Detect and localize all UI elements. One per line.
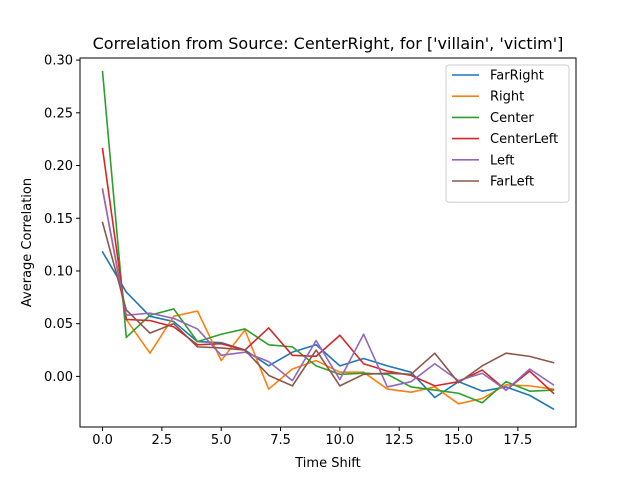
y-tick-label: 0.10: [44, 264, 73, 279]
plot-frame: [79, 57, 577, 428]
legend-label: FarLeft: [490, 175, 534, 190]
legend-label: CenterLeft: [490, 132, 558, 147]
x-tick-label: 15.0: [444, 433, 473, 448]
y-axis-label: Average Correlation: [20, 178, 35, 307]
legend-label: FarRight: [490, 69, 544, 84]
series-line-left: [101, 188, 555, 391]
x-tick-label: 17.5: [503, 433, 532, 448]
y-tick-label: 0.00: [44, 370, 73, 385]
x-axis: 0.0 2.5 5.0 7.5 10.0 12.5 15.0 17.5: [92, 427, 532, 448]
x-axis-label: Time Shift: [294, 456, 361, 471]
y-tick-label: 0.20: [44, 159, 73, 174]
x-tick-label: 2.5: [152, 433, 173, 448]
series-line-farleft: [101, 221, 555, 387]
plot-area: [101, 70, 555, 411]
x-tick-label: 12.5: [385, 433, 414, 448]
legend-label: Center: [490, 111, 534, 126]
legend-box: [445, 64, 570, 203]
legend-label: Right: [490, 90, 524, 105]
y-tick-label: 0.15: [44, 212, 73, 227]
series-line-centerleft: [101, 147, 555, 395]
x-tick-label: 0.0: [92, 433, 113, 448]
y-tick-label: 0.30: [44, 54, 73, 69]
legend-label: Left: [490, 153, 514, 168]
chart-title: Correlation from Source: CenterRight, fo…: [93, 34, 564, 53]
y-tick-label: 0.25: [44, 106, 73, 121]
series-line-center: [101, 70, 555, 404]
x-tick-label: 5.0: [211, 433, 232, 448]
y-tick-label: 0.05: [44, 317, 73, 332]
x-tick-label: 10.0: [325, 433, 354, 448]
series-line-farright: [101, 250, 555, 411]
legend: FarRight Right Center CenterLeft Left FarLeft: [445, 64, 570, 203]
x-tick-label: 7.5: [270, 433, 291, 448]
y-axis: 0.00 0.05 0.10 0.15 0.20 0.25 0.30: [44, 54, 80, 385]
